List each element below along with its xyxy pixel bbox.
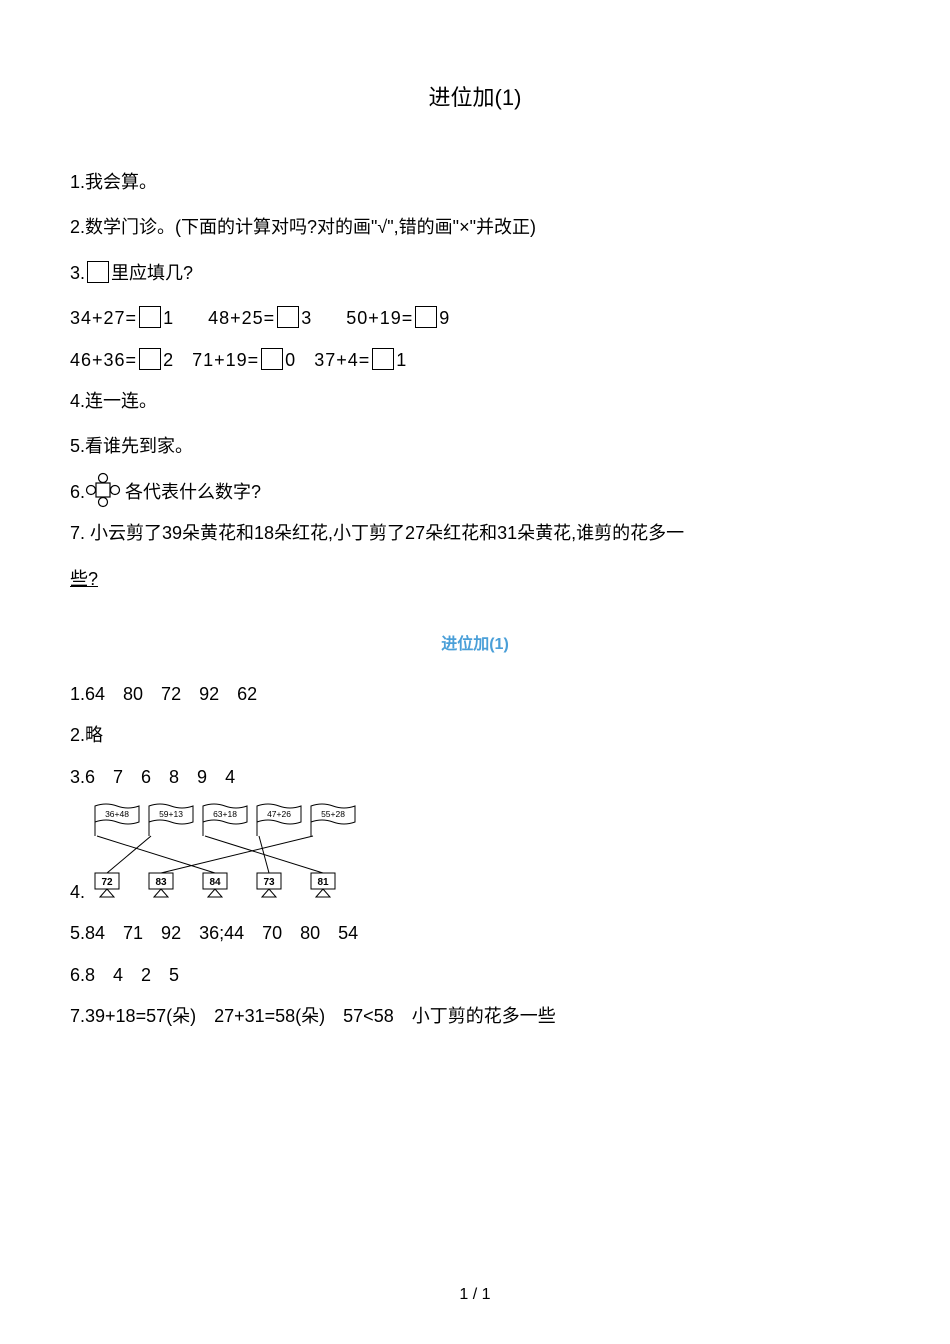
eq-right: 2 xyxy=(163,350,174,370)
svg-text:81: 81 xyxy=(317,877,329,888)
eq-5: 71+19= 0 xyxy=(192,340,296,381)
eq-left: 46+36= xyxy=(70,350,137,370)
question-3: 3. 里应填几? xyxy=(70,253,880,294)
eq-right: 0 xyxy=(285,350,296,370)
answer-2: 2.略 xyxy=(70,715,880,756)
svg-text:83: 83 xyxy=(155,877,167,888)
eq-left: 50+19= xyxy=(346,308,413,328)
q3-prefix: 3. xyxy=(70,263,85,283)
flower-icon xyxy=(85,472,121,513)
answer-7: 7.39+18=57(朵) 27+31=58(朵) 57<58 小丁剪的花多一些 xyxy=(70,996,880,1037)
eq-right: 3 xyxy=(301,308,312,328)
blank-box-icon xyxy=(277,306,299,328)
answer-5: 5.84 71 92 36;44 70 80 54 xyxy=(70,913,880,954)
eq-6: 37+4= 1 xyxy=(314,340,407,381)
q6-prefix: 6. xyxy=(70,472,85,513)
blank-box-icon xyxy=(139,348,161,370)
q6-suffix: 各代表什么数字? xyxy=(125,472,261,513)
eq-left: 48+25= xyxy=(208,308,275,328)
question-2: 2.数学门诊。(下面的计算对吗?对的画"√",错的画"×"并改正) xyxy=(70,207,880,248)
svg-text:47+26: 47+26 xyxy=(267,809,291,819)
q3-equations-row2: 46+36= 2 71+19= 0 37+4= 1 xyxy=(70,340,880,381)
svg-text:59+13: 59+13 xyxy=(159,809,183,819)
answer-3: 3.6 7 6 8 9 4 xyxy=(70,757,880,798)
question-5: 5.看谁先到家。 xyxy=(70,426,880,467)
eq-2: 48+25= 3 xyxy=(208,298,312,339)
q3-suffix: 里应填几? xyxy=(111,263,193,283)
eq-1: 34+27= 1 xyxy=(70,298,174,339)
a4-prefix: 4. xyxy=(70,872,85,913)
svg-text:73: 73 xyxy=(263,877,275,888)
question-4: 4.连一连。 xyxy=(70,381,880,422)
svg-text:36+48: 36+48 xyxy=(105,809,129,819)
eq-left: 71+19= xyxy=(192,350,259,370)
match-diagram: 36+48 59+13 63+18 47+26 55+28 72 83 84 73 81 xyxy=(85,798,375,913)
eq-left: 37+4= xyxy=(314,350,370,370)
page-title: 进位加(1) xyxy=(70,80,880,112)
blank-box-icon xyxy=(139,306,161,328)
question-6: 6. 各代表什么数字? xyxy=(70,472,880,513)
svg-text:84: 84 xyxy=(209,877,221,888)
answer-1: 1.64 80 72 92 62 xyxy=(70,674,880,715)
eq-4: 46+36= 2 xyxy=(70,340,174,381)
eq-right: 9 xyxy=(439,308,450,328)
blank-box-icon xyxy=(87,261,109,283)
blank-box-icon xyxy=(415,306,437,328)
answer-section-title: 进位加(1) xyxy=(70,630,880,654)
eq-right: 1 xyxy=(163,308,174,328)
question-1: 1.我会算。 xyxy=(70,162,880,203)
eq-right: 1 xyxy=(396,350,407,370)
blank-box-icon xyxy=(372,348,394,370)
svg-text:55+28: 55+28 xyxy=(321,809,345,819)
eq-left: 34+27= xyxy=(70,308,137,328)
blank-box-icon xyxy=(261,348,283,370)
question-7-cont: 些? xyxy=(70,559,880,600)
eq-3: 50+19= 9 xyxy=(346,298,450,339)
answer-6: 6.8 4 2 5 xyxy=(70,955,880,996)
q3-equations-row1: 34+27= 1 48+25= 3 50+19= 9 xyxy=(70,298,880,339)
answer-4-row: 4. 36+48 59+13 63+18 47+26 55+28 72 83 84 73 81 xyxy=(70,798,880,913)
svg-text:72: 72 xyxy=(101,877,113,888)
svg-text:63+18: 63+18 xyxy=(213,809,237,819)
page-number: 1 / 1 xyxy=(0,1286,950,1304)
question-7: 7. 小云剪了39朵黄花和18朵红花,小丁剪了27朵红花和31朵黄花,谁剪的花多… xyxy=(70,513,880,554)
